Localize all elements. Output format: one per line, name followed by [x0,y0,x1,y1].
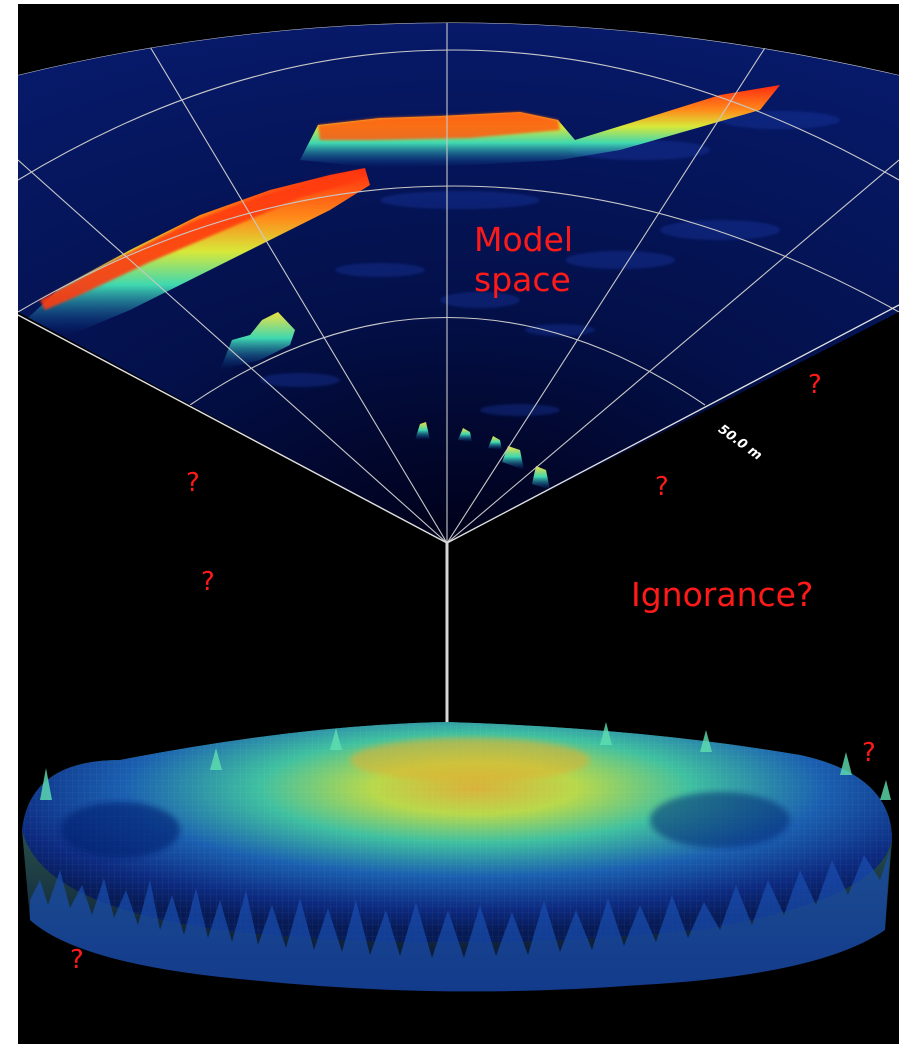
question-mark-5: ? [862,738,876,768]
fan-edges [17,304,899,544]
small-bump [220,312,295,370]
question-mark-6: ? [70,945,84,975]
ignorance-label: Ignorance? [631,575,814,614]
model-space-label: Model space [474,220,573,300]
bearing-lines [18,22,899,543]
seabed-surface [22,722,892,992]
question-mark-1: ? [808,370,822,400]
model-space-line-1: Model [474,220,574,259]
question-mark-3: ? [655,472,669,502]
question-mark-4: ? [201,567,215,597]
model-space-line-2: space [474,260,571,299]
near-ridge [28,168,370,335]
question-mark-2: ? [186,468,200,498]
near-targets [415,422,550,490]
